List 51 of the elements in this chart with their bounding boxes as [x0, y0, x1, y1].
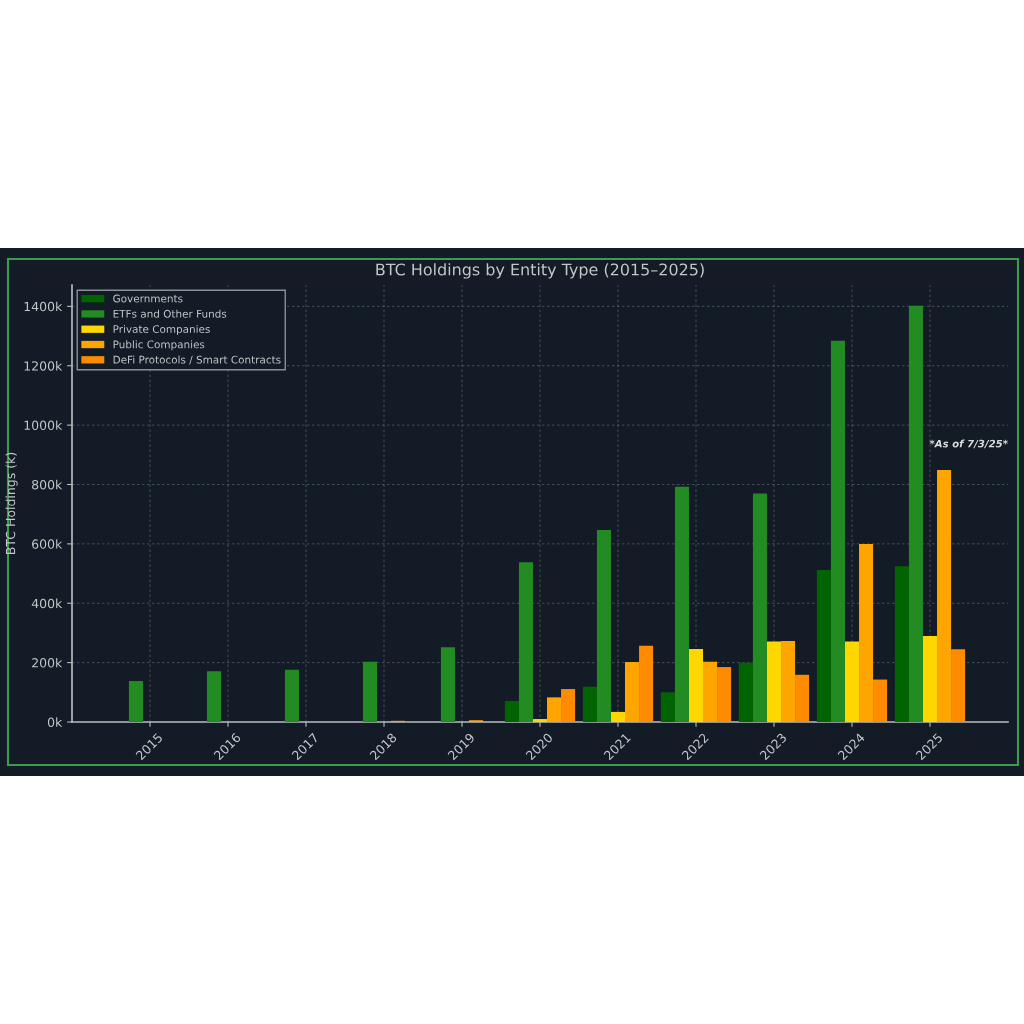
bar — [561, 689, 576, 722]
y-tick-label: 200k — [32, 657, 63, 668]
bar — [816, 570, 831, 722]
bar — [518, 562, 533, 722]
legend-label: Private Companies — [113, 324, 210, 336]
bar — [206, 671, 221, 722]
bar — [717, 667, 732, 722]
bar — [752, 493, 767, 722]
bar — [639, 645, 654, 722]
bar — [660, 692, 675, 722]
bar — [894, 566, 909, 722]
bar — [937, 469, 952, 722]
bar — [284, 669, 299, 722]
y-tick-label: 0k — [47, 717, 63, 727]
bar — [738, 662, 753, 722]
bar — [625, 662, 640, 722]
bar — [859, 543, 874, 722]
bar — [873, 679, 888, 722]
bar — [844, 641, 860, 722]
legend-label: Governments — [113, 294, 183, 303]
legend-label: DeFi Protocols / Smart Contracts — [113, 355, 281, 365]
bar — [362, 661, 377, 722]
bar — [781, 640, 796, 722]
y-tick-label: 400k — [31, 598, 63, 609]
chart-title: BTC Holdings by Entity Type (2015–2025) — [376, 263, 704, 279]
bar — [504, 700, 519, 722]
bar — [674, 486, 689, 722]
bar — [688, 648, 704, 722]
y-tick-label: 800k — [32, 479, 63, 490]
bar — [795, 674, 810, 722]
bar — [703, 661, 718, 722]
bar — [532, 719, 548, 722]
bar — [596, 529, 611, 722]
legend-label: Public Companies — [113, 340, 205, 351]
bar — [582, 686, 597, 722]
y-axis-title: BTC Holdings (k) — [5, 452, 18, 554]
bar — [547, 697, 562, 722]
annotation: *As of 7/3/25* — [929, 439, 1008, 449]
y-tick-label: 1000k — [24, 420, 63, 431]
bar — [766, 641, 782, 722]
y-tick-label: 1400k — [24, 301, 63, 312]
legend-label: ETFs and Other Funds — [113, 309, 227, 318]
bar — [922, 635, 938, 722]
bar — [440, 647, 455, 722]
bar — [610, 711, 626, 722]
y-tick-label: 1200k — [24, 361, 63, 371]
y-tick-label: 600k — [32, 539, 63, 549]
bar — [908, 305, 923, 722]
bar — [128, 681, 143, 722]
bar — [830, 340, 845, 722]
bar — [951, 649, 966, 722]
